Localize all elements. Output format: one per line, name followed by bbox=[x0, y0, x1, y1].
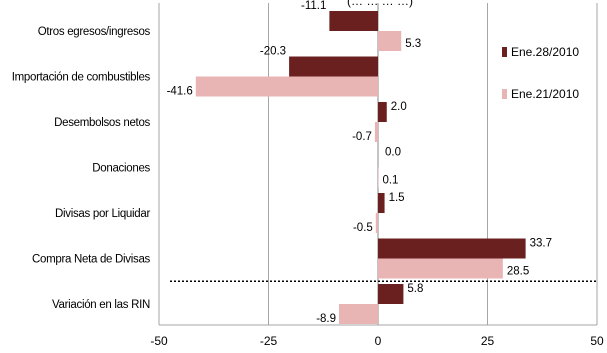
x-tick-label-1: -25 bbox=[260, 334, 278, 348]
bar-s1-c0 bbox=[378, 31, 402, 51]
data-label-s1-c1: -41.6 bbox=[167, 86, 193, 98]
data-label-s1-c0: 5.3 bbox=[405, 38, 421, 50]
bar-s1-c2 bbox=[374, 122, 378, 142]
category-label-2: Desembolsos netos bbox=[54, 117, 150, 129]
data-label-s1-c4: -0.5 bbox=[353, 222, 373, 234]
x-tick-label-0: -50 bbox=[150, 334, 168, 348]
category-label-5: Compra Neta de Divisas bbox=[32, 254, 151, 266]
bar-s0-c1 bbox=[289, 56, 378, 77]
bar-s1-c6 bbox=[339, 304, 378, 324]
bar-s0-c4 bbox=[378, 193, 385, 213]
data-label-s1-c6: -8.9 bbox=[316, 313, 336, 325]
x-tick-label-3: 25 bbox=[481, 334, 495, 348]
bar-s0-c0 bbox=[329, 11, 378, 31]
bar-s0-c6 bbox=[378, 284, 404, 304]
x-tick-label-4: 50 bbox=[590, 334, 604, 348]
category-label-4: Divisas por Liquidar bbox=[55, 208, 150, 220]
category-label-6: Variación en las RIN bbox=[52, 299, 150, 311]
category-label-1: Importación de combustibles bbox=[12, 72, 151, 84]
bar-s1-c5 bbox=[378, 258, 503, 279]
category-label-0: Otros egresos/ingresos bbox=[38, 26, 151, 38]
data-label-s1-c2: -0.7 bbox=[352, 131, 372, 143]
category-labels: Otros egresos/ingresos Importación de com… bbox=[12, 26, 151, 311]
bar-s0-c5 bbox=[378, 238, 526, 259]
legend-label-1: Ene.21/2010 bbox=[511, 87, 579, 101]
data-label-s0-c5: 33.7 bbox=[530, 238, 552, 250]
data-labels: -11.1 5.3 -20.3 -41.6 2.0 -0.7 0.0 0.1 1.5 -0.5 33… bbox=[167, 0, 552, 325]
category-label-3: Donaciones bbox=[92, 163, 150, 175]
data-label-s0-c6: 5.8 bbox=[407, 283, 423, 295]
data-label-s0-c1: -20.3 bbox=[260, 46, 286, 58]
legend-swatch-1 bbox=[502, 89, 507, 99]
x-tick-label-2: 0 bbox=[375, 334, 382, 348]
data-label-s0-c4: 1.5 bbox=[389, 192, 405, 204]
legend-label-0: Ene.28/2010 bbox=[511, 45, 579, 59]
bar-s1-c4 bbox=[375, 213, 378, 233]
x-tick-labels: -50 -25 0 25 50 bbox=[150, 334, 604, 348]
data-label-s0-c0: -11.1 bbox=[301, 0, 326, 12]
legend: Ene.28/2010 Ene.21/2010 bbox=[502, 45, 579, 101]
data-label-s0-c3: 0.0 bbox=[385, 147, 401, 159]
legend-swatch-0 bbox=[502, 47, 507, 57]
bar-s0-c2 bbox=[378, 102, 387, 122]
data-label-s1-c3: 0.1 bbox=[382, 175, 398, 187]
bars bbox=[195, 11, 526, 324]
data-label-s1-c5: 28.5 bbox=[507, 266, 529, 278]
chart-title-fragment: (… … … …) bbox=[347, 0, 413, 8]
bar-s1-c1 bbox=[195, 76, 378, 97]
data-label-s0-c2: 2.0 bbox=[391, 101, 407, 113]
